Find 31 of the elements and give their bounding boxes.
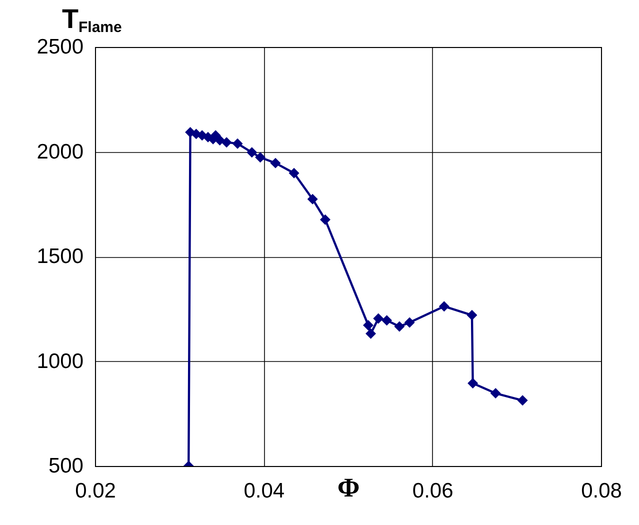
point <box>394 321 405 332</box>
point <box>466 310 478 320</box>
point <box>362 320 374 330</box>
y-tick-label: 1000 <box>36 350 84 373</box>
point <box>288 168 300 178</box>
x-axis-title: Φ <box>337 472 360 502</box>
y-tick-label: 1500 <box>36 245 84 268</box>
point <box>373 313 384 324</box>
point <box>320 214 330 225</box>
point <box>270 158 281 168</box>
x-tick-label: 0.04 <box>244 480 285 502</box>
y-tick-label: 500 <box>48 454 84 478</box>
point <box>246 147 258 158</box>
point <box>517 395 528 406</box>
y-tick-label: 2000 <box>36 140 84 164</box>
point <box>438 301 450 312</box>
point <box>214 134 226 146</box>
point <box>490 388 501 399</box>
point <box>232 138 243 149</box>
point <box>221 137 232 148</box>
point <box>307 194 318 204</box>
point <box>404 317 415 328</box>
y-tick-label: 2500 <box>36 36 84 58</box>
x-tick-label: 0.08 <box>581 480 622 502</box>
point <box>382 315 392 326</box>
y-axis-title: T$_{Flame}$ <box>62 4 122 36</box>
x-tick-label: 0.02 <box>75 480 116 502</box>
point <box>366 328 376 339</box>
point <box>468 378 478 388</box>
point <box>255 152 266 163</box>
x-tick-label: 0.06 <box>412 480 454 502</box>
